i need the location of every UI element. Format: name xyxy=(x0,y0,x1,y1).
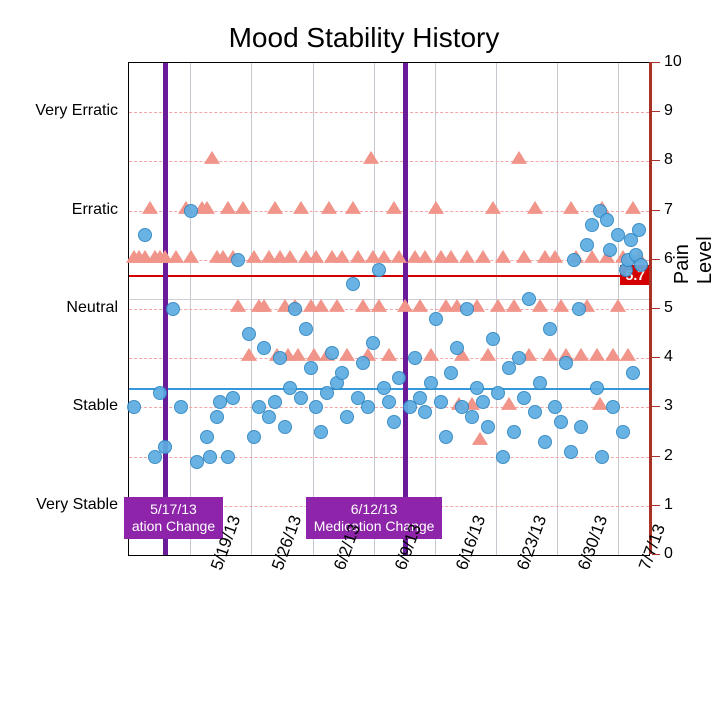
pain-axis-label: 6 xyxy=(664,250,673,268)
pain-axis-label: 10 xyxy=(664,53,682,71)
mood-axis-label: Erratic xyxy=(0,201,118,219)
mood-axis-label: Very Erratic xyxy=(0,102,118,120)
plot-area: 5.75/17/13ation Change6/12/13Medication … xyxy=(128,62,650,556)
mood-axis-label: Very Stable xyxy=(0,496,118,514)
pain-axis-label: 9 xyxy=(664,102,673,120)
pain-axis-label: 4 xyxy=(664,348,673,366)
pain-axis-label: 2 xyxy=(664,447,673,465)
pain-axis-label: 1 xyxy=(664,496,673,514)
mood-axis-label: Stable xyxy=(0,397,118,415)
pain-axis-label: 3 xyxy=(664,397,673,415)
mood-axis-label: Neutral xyxy=(0,299,118,317)
pain-axis-label: 5 xyxy=(664,299,673,317)
medication-change-label: 5/17/13ation Change xyxy=(124,497,223,539)
pain-axis-label: 8 xyxy=(664,151,673,169)
pain-axis-label: 0 xyxy=(664,545,673,563)
chart-title: Mood Stability History xyxy=(0,22,728,54)
pain-axis-label: 7 xyxy=(664,201,673,219)
pain-axis-title: Pain Level xyxy=(671,236,717,284)
